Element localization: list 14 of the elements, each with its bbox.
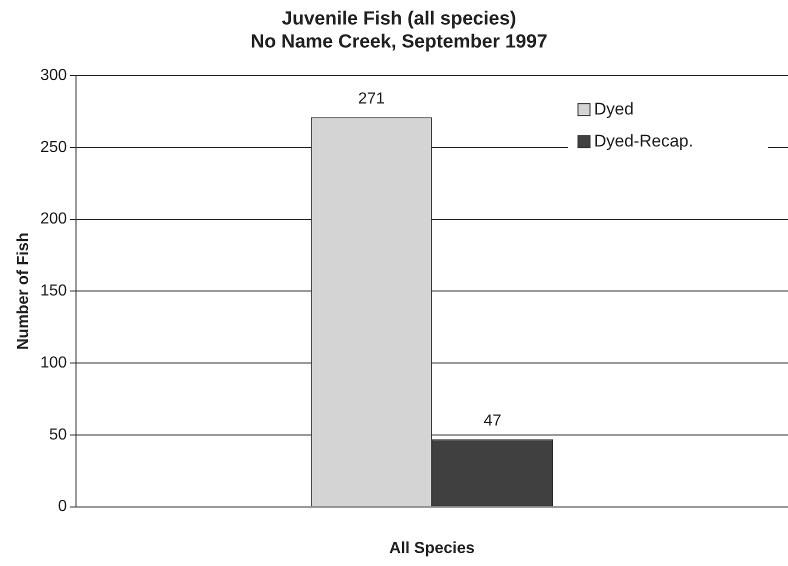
y-tick-label: 200 bbox=[40, 210, 67, 228]
y-tick-label: 100 bbox=[40, 354, 67, 372]
y-axis-title: Number of Fish bbox=[15, 232, 32, 350]
legend-label: Dyed bbox=[594, 99, 634, 118]
y-tick-label: 150 bbox=[40, 282, 67, 300]
data-label: 271 bbox=[358, 90, 385, 108]
y-tick-label: 300 bbox=[40, 67, 67, 84]
y-tick-label: 0 bbox=[58, 498, 67, 516]
y-tick-label: 50 bbox=[49, 426, 67, 444]
chart-title: Juvenile Fish (all species) No Name Creek, September 1997 bbox=[250, 8, 548, 52]
legend-label: Dyed-Recap. bbox=[594, 131, 694, 150]
x-axis-title: All Species bbox=[389, 540, 475, 557]
data-label: 47 bbox=[484, 412, 502, 430]
y-tick-label: 250 bbox=[40, 138, 67, 156]
